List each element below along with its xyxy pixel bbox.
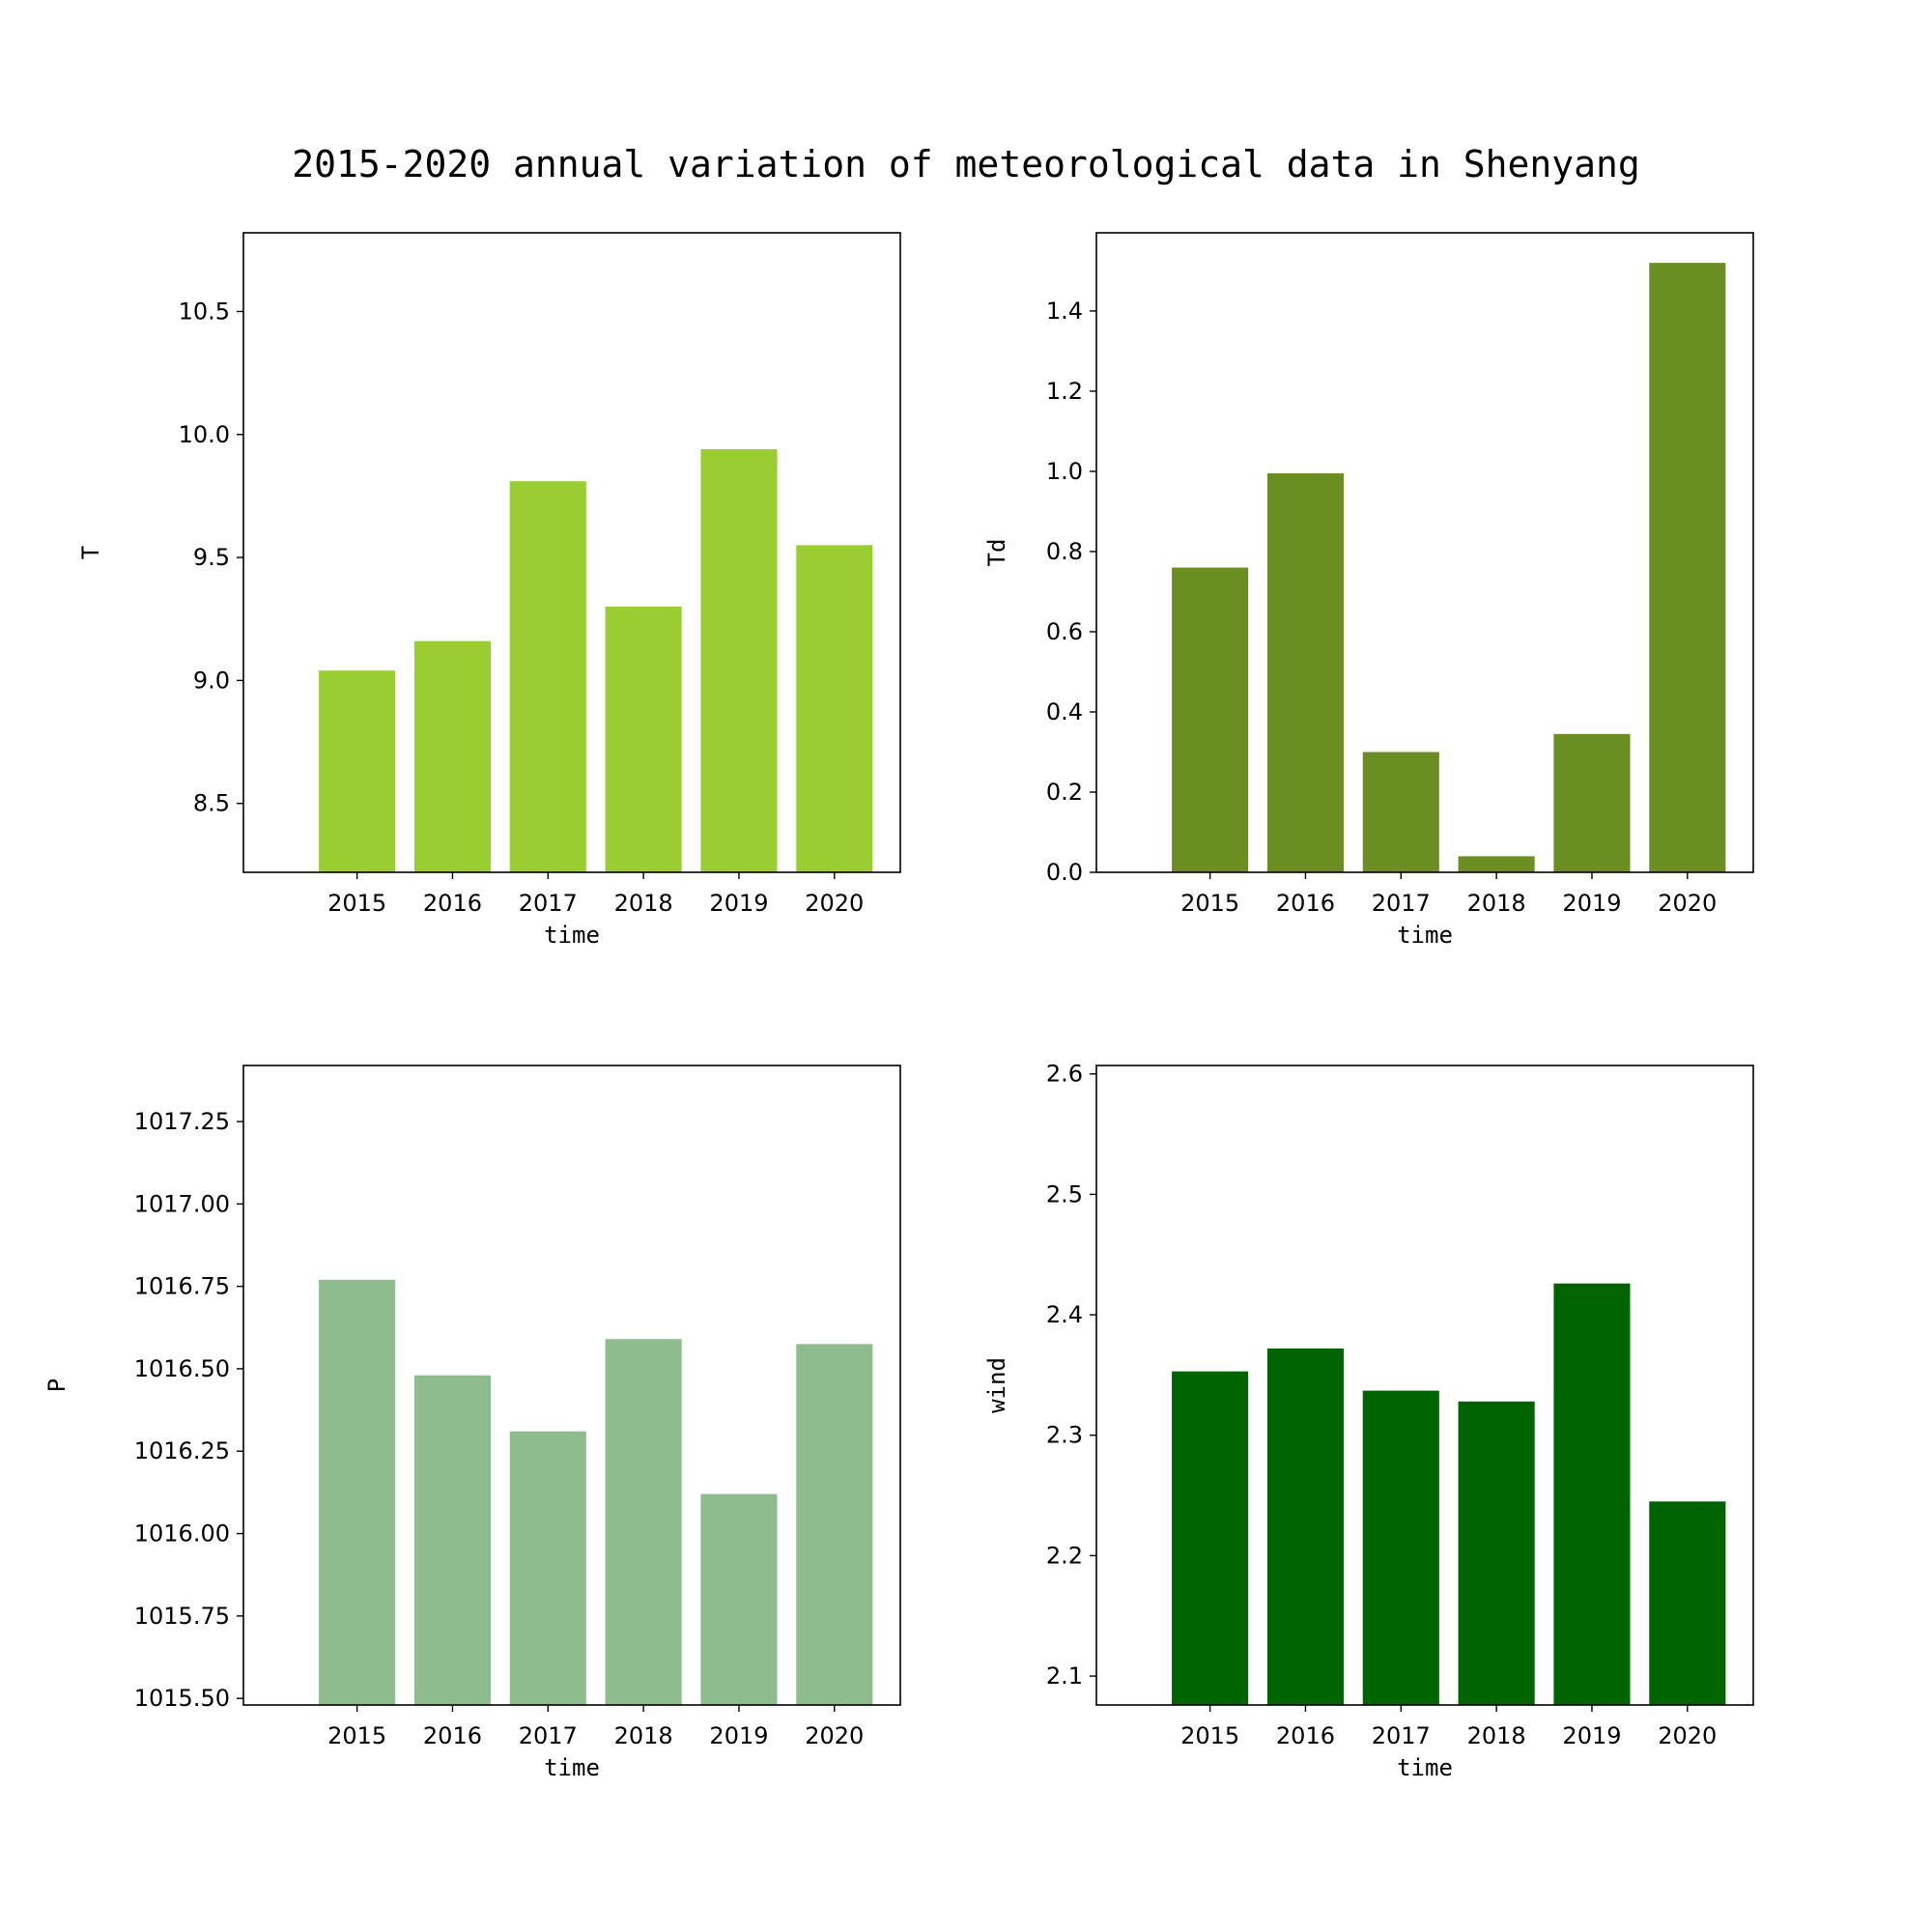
- bar-2020: [1649, 1501, 1726, 1705]
- y-tick-label: 1015.50: [134, 1685, 230, 1712]
- bar-2019: [1553, 733, 1631, 872]
- x-tick-label: 2015: [1180, 890, 1239, 917]
- x-tick-label: 2016: [423, 1722, 482, 1749]
- bar-2017: [509, 1431, 586, 1705]
- x-tick-label: 2017: [1372, 1722, 1431, 1749]
- bar-2015: [1172, 567, 1249, 872]
- y-tick-label: 1.0: [1046, 458, 1083, 485]
- y-tick-label: 1016.75: [134, 1273, 230, 1300]
- x-tick-label: 2016: [1276, 890, 1335, 917]
- subplot-3: 2015 2016 2017 2018 2019 2020 1015.50 1015.75 10…: [43, 1065, 901, 1781]
- x-tick-label: 2015: [327, 1722, 386, 1749]
- y-tick-label: 2.4: [1046, 1301, 1083, 1328]
- bar-2015: [319, 670, 396, 872]
- axes-frame: [1095, 232, 1754, 873]
- bar-2020: [796, 1344, 873, 1705]
- y-tick-label: 9.0: [193, 667, 230, 694]
- bar-2019: [1553, 1283, 1631, 1705]
- bar-2016: [1266, 473, 1344, 872]
- x-tick-label: 2015: [1180, 1722, 1239, 1749]
- x-axis-label: time: [544, 1754, 600, 1781]
- x-axis-label: time: [1397, 922, 1453, 949]
- subplot-1: 2015 2016 2017 2018 2019 2020 8.5 9.0 9.5 10.0 10.…: [77, 232, 901, 949]
- y-tick-label: 9.5: [193, 544, 230, 571]
- bar-2017: [1362, 1390, 1439, 1705]
- bar-2015: [1172, 1371, 1249, 1705]
- y-tick-label: 0.4: [1046, 698, 1083, 725]
- x-axis-label: time: [544, 922, 600, 949]
- x-tick-label: 2020: [805, 890, 864, 917]
- bar-2018: [605, 1339, 682, 1705]
- x-tick-label: 2018: [614, 1722, 673, 1749]
- y-axis-label: wind: [983, 1357, 1010, 1413]
- x-tick-label: 2018: [1467, 1722, 1526, 1749]
- y-axis-label: Td: [983, 539, 1010, 567]
- bar-2020: [796, 545, 873, 872]
- x-tick-label: 2019: [709, 1722, 768, 1749]
- x-tick-label: 2015: [327, 890, 386, 917]
- y-tick-label: 1017.00: [134, 1190, 230, 1217]
- x-tick-label: 2017: [519, 890, 578, 917]
- y-tick-label: 0.2: [1046, 779, 1083, 806]
- y-axis-label: T: [77, 546, 104, 559]
- x-tick-label: 2017: [519, 1722, 578, 1749]
- bar-2016: [413, 1375, 491, 1705]
- axes-frame: [242, 1065, 901, 1706]
- x-tick-label: 2018: [1467, 890, 1526, 917]
- y-tick-label: 0.0: [1046, 859, 1083, 886]
- y-tick-label: 1.2: [1046, 378, 1083, 405]
- y-tick-label: 2.5: [1046, 1180, 1083, 1208]
- x-tick-label: 2019: [709, 890, 768, 917]
- y-tick-label: 1.4: [1046, 298, 1083, 325]
- x-tick-label: 2019: [1562, 1722, 1621, 1749]
- y-tick-label: 1015.75: [134, 1603, 230, 1630]
- bar-2015: [319, 1279, 396, 1705]
- x-tick-label: 2016: [423, 890, 482, 917]
- x-tick-label: 2020: [805, 1722, 864, 1749]
- x-tick-label: 2020: [1658, 890, 1717, 917]
- bar-2019: [700, 449, 778, 872]
- y-tick-label: 1016.25: [134, 1437, 230, 1464]
- bar-2016: [1266, 1348, 1344, 1705]
- y-tick-label: 10.5: [179, 298, 230, 325]
- axes-frame: [242, 232, 901, 873]
- y-tick-label: 1016.00: [134, 1520, 230, 1548]
- bar-2020: [1649, 263, 1726, 872]
- bar-2019: [700, 1493, 778, 1705]
- x-tick-label: 2020: [1658, 1722, 1717, 1749]
- bar-2018: [1458, 856, 1535, 872]
- x-tick-label: 2016: [1276, 1722, 1335, 1749]
- y-tick-label: 2.1: [1046, 1662, 1083, 1690]
- y-tick-label: 2.2: [1046, 1542, 1083, 1569]
- y-tick-label: 8.5: [193, 790, 230, 817]
- axes-frame: [1095, 1065, 1754, 1706]
- y-axis-label: P: [43, 1378, 71, 1392]
- x-tick-label: 2018: [614, 890, 673, 917]
- x-tick-label: 2019: [1562, 890, 1621, 917]
- y-tick-label: 2.3: [1046, 1422, 1083, 1449]
- y-tick-label: 1017.25: [134, 1108, 230, 1135]
- bar-2018: [605, 607, 682, 872]
- bar-2017: [509, 481, 586, 872]
- x-axis-label: time: [1397, 1754, 1453, 1781]
- y-tick-label: 0.6: [1046, 618, 1083, 645]
- subplot-2: 2015 2016 2017 2018 2019 2020 0.0 0.2 0.4 0.6 0.8 1…: [983, 232, 1754, 949]
- bar-2016: [413, 640, 491, 872]
- x-tick-label: 2017: [1372, 890, 1431, 917]
- bar-2018: [1458, 1401, 1535, 1705]
- y-tick-label: 1016.50: [134, 1355, 230, 1382]
- y-tick-label: 10.0: [179, 421, 230, 448]
- y-tick-label: 2.6: [1046, 1061, 1083, 1088]
- y-tick-label: 0.8: [1046, 538, 1083, 565]
- bar-2017: [1362, 752, 1439, 872]
- subplot-4: 2015 2016 2017 2018 2019 2020 2.1 2.2 2.3 2.4 2.5 2…: [983, 1061, 1754, 1781]
- figure-title: 2015-2020 annual variation of meteorolog…: [292, 143, 1640, 185]
